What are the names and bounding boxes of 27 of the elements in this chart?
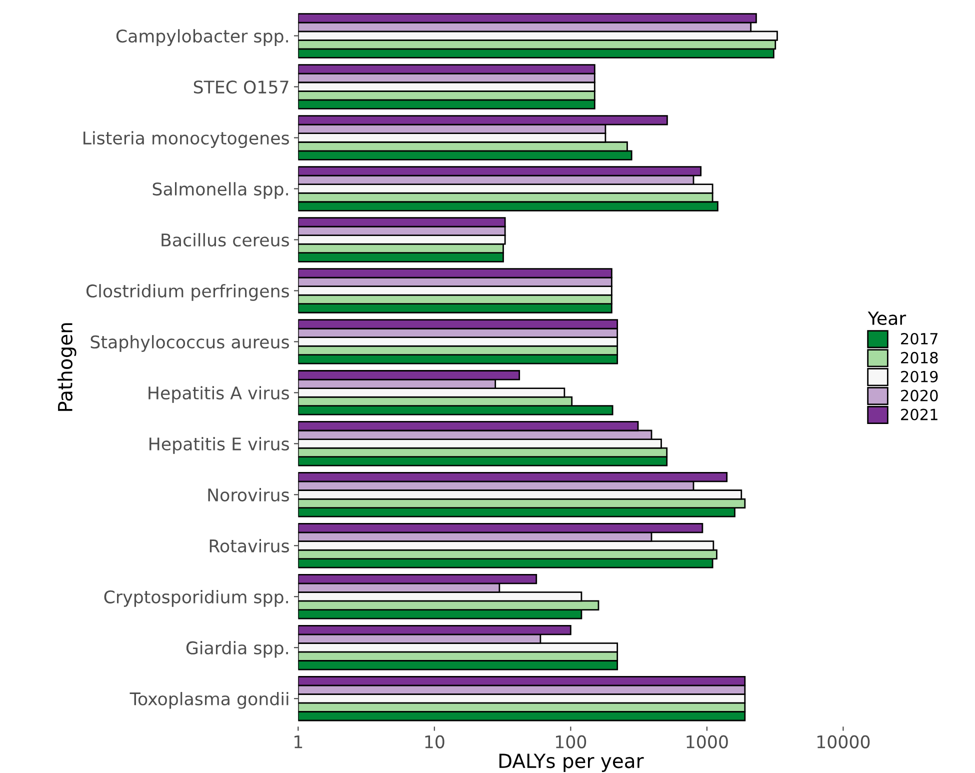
legend-label: 2019 bbox=[901, 370, 938, 382]
y-tick-label: Bacillus cereus bbox=[162, 233, 289, 247]
x-tick-label: 1 bbox=[294, 735, 302, 748]
x-tick-label: 10 bbox=[425, 735, 444, 748]
legend-label: 2020 bbox=[901, 390, 938, 402]
y-tick-label: STEC O157 bbox=[194, 80, 288, 94]
legend-label: 2021 bbox=[901, 408, 938, 420]
y-tick-label: Hepatitis E virus bbox=[150, 437, 289, 454]
legend-label: 2018 bbox=[901, 352, 938, 364]
y-axis-title: Pathogen bbox=[57, 323, 76, 411]
y-tick-label: Staphylococcus aureus bbox=[90, 335, 289, 352]
x-axis-title: DALYs per year bbox=[499, 754, 644, 772]
x-tick-label: 1000 bbox=[686, 735, 728, 748]
y-tick-label: Listeria monocytogenes bbox=[84, 131, 289, 148]
y-tick-label: Norovirus bbox=[208, 488, 289, 502]
y-tick-label: Clostridium perfringens bbox=[86, 284, 289, 301]
y-tick-label: Campylobacter spp. bbox=[116, 29, 288, 46]
x-tick-label: 100 bbox=[556, 735, 586, 748]
legend-title: Year bbox=[868, 312, 906, 326]
y-tick-label: Salmonella spp. bbox=[152, 182, 288, 199]
legend-label: 2017 bbox=[901, 332, 938, 345]
y-tick-label: Rotavirus bbox=[210, 539, 289, 552]
y-tick-label: Giardia spp. bbox=[186, 640, 288, 658]
y-tick-label: Cryptosporidium spp. bbox=[104, 590, 288, 607]
y-tick-label: Toxoplasma gondii bbox=[130, 692, 288, 709]
y-tick-label: Hepatitis A virus bbox=[148, 386, 289, 403]
x-tick-label: 10000 bbox=[817, 735, 870, 748]
